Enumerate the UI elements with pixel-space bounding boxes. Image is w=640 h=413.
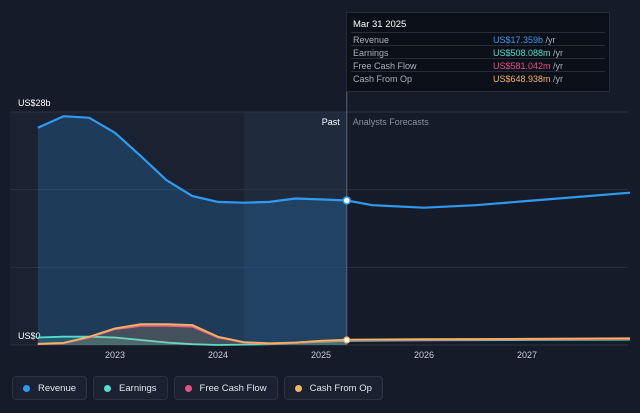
revenue-highlight-point [342, 196, 351, 205]
revenue-line [37, 115, 631, 209]
tooltip-value-unit: /yr [543, 35, 556, 45]
earnings-dot-icon [104, 384, 112, 392]
tooltip-value-unit: /yr [550, 48, 564, 58]
x-tick-label: 2027 [517, 350, 537, 360]
tooltip-label: Revenue [353, 35, 390, 45]
legend-label: Earnings [119, 382, 157, 394]
cash-highlight-point [343, 336, 351, 344]
cash-from-op-dot-icon [294, 384, 302, 392]
legend-item-cash-from-op[interactable]: Cash From Op [283, 376, 383, 400]
legend-item-revenue[interactable]: Revenue [12, 376, 88, 400]
tooltip-row-earnings: Earnings US$508.088m /yr [351, 45, 605, 59]
tooltip-value: US$508.088m /yr [493, 48, 563, 58]
tooltip-value-number: US$648.938m [493, 74, 551, 84]
legend-label: Free Cash Flow [199, 382, 267, 394]
tooltip-value-number: US$508.088m [493, 48, 551, 58]
cash-from-op-area [37, 324, 347, 345]
legend-item-free-cash-flow[interactable]: Free Cash Flow [173, 376, 278, 400]
revenue-area [37, 116, 347, 345]
tooltip-value-number: US$581.042m [493, 61, 551, 71]
y-tick-label: US$0 [18, 331, 41, 341]
legend-label: Cash From Op [309, 382, 372, 394]
tooltip-label: Cash From Op [353, 74, 413, 84]
tooltip-value: US$581.042m /yr [493, 61, 563, 71]
tooltip-value-number: US$17.359b [493, 35, 544, 45]
x-tick-label: 2025 [311, 350, 331, 360]
x-tick-label: 2024 [208, 350, 228, 360]
tooltip-value-unit: /yr [550, 74, 564, 84]
tooltip-label: Earnings [353, 48, 389, 58]
tooltip-label: Free Cash Flow [353, 61, 417, 71]
tooltip-value: US$648.938m /yr [493, 74, 563, 84]
tooltip-row-cash-from-op: Cash From Op US$648.938m /yr [351, 71, 605, 85]
forecast-label: Analysts Forecasts [353, 117, 430, 127]
chart-legend: Revenue Earnings Free Cash Flow Cash Fro… [12, 376, 383, 400]
cash-from-op-line [37, 323, 631, 345]
earnings-area [37, 336, 347, 345]
revenue-dot-icon [23, 384, 30, 392]
tooltip-value-unit: /yr [550, 61, 564, 71]
x-tick-label: 2023 [105, 350, 125, 360]
past-label: Past [322, 117, 341, 127]
tooltip-value: US$17.359b /yr [493, 35, 556, 45]
tooltip-date: Mar 31 2025 [353, 19, 407, 30]
y-tick-label: US$28b [18, 98, 51, 108]
tooltip-row-revenue: Revenue US$17.359b /yr [351, 32, 605, 46]
hover-tooltip: Mar 31 2025 Revenue US$17.359b /yr Earni… [346, 12, 610, 92]
x-tick-label: 2026 [414, 350, 434, 360]
legend-label: Revenue [38, 382, 77, 394]
free-cash-flow-dot-icon [184, 384, 192, 392]
tooltip-row-free-cash-flow: Free Cash Flow US$581.042m /yr [351, 58, 605, 72]
past-highlight-region [243, 112, 347, 345]
legend-item-earnings[interactable]: Earnings [93, 376, 168, 400]
